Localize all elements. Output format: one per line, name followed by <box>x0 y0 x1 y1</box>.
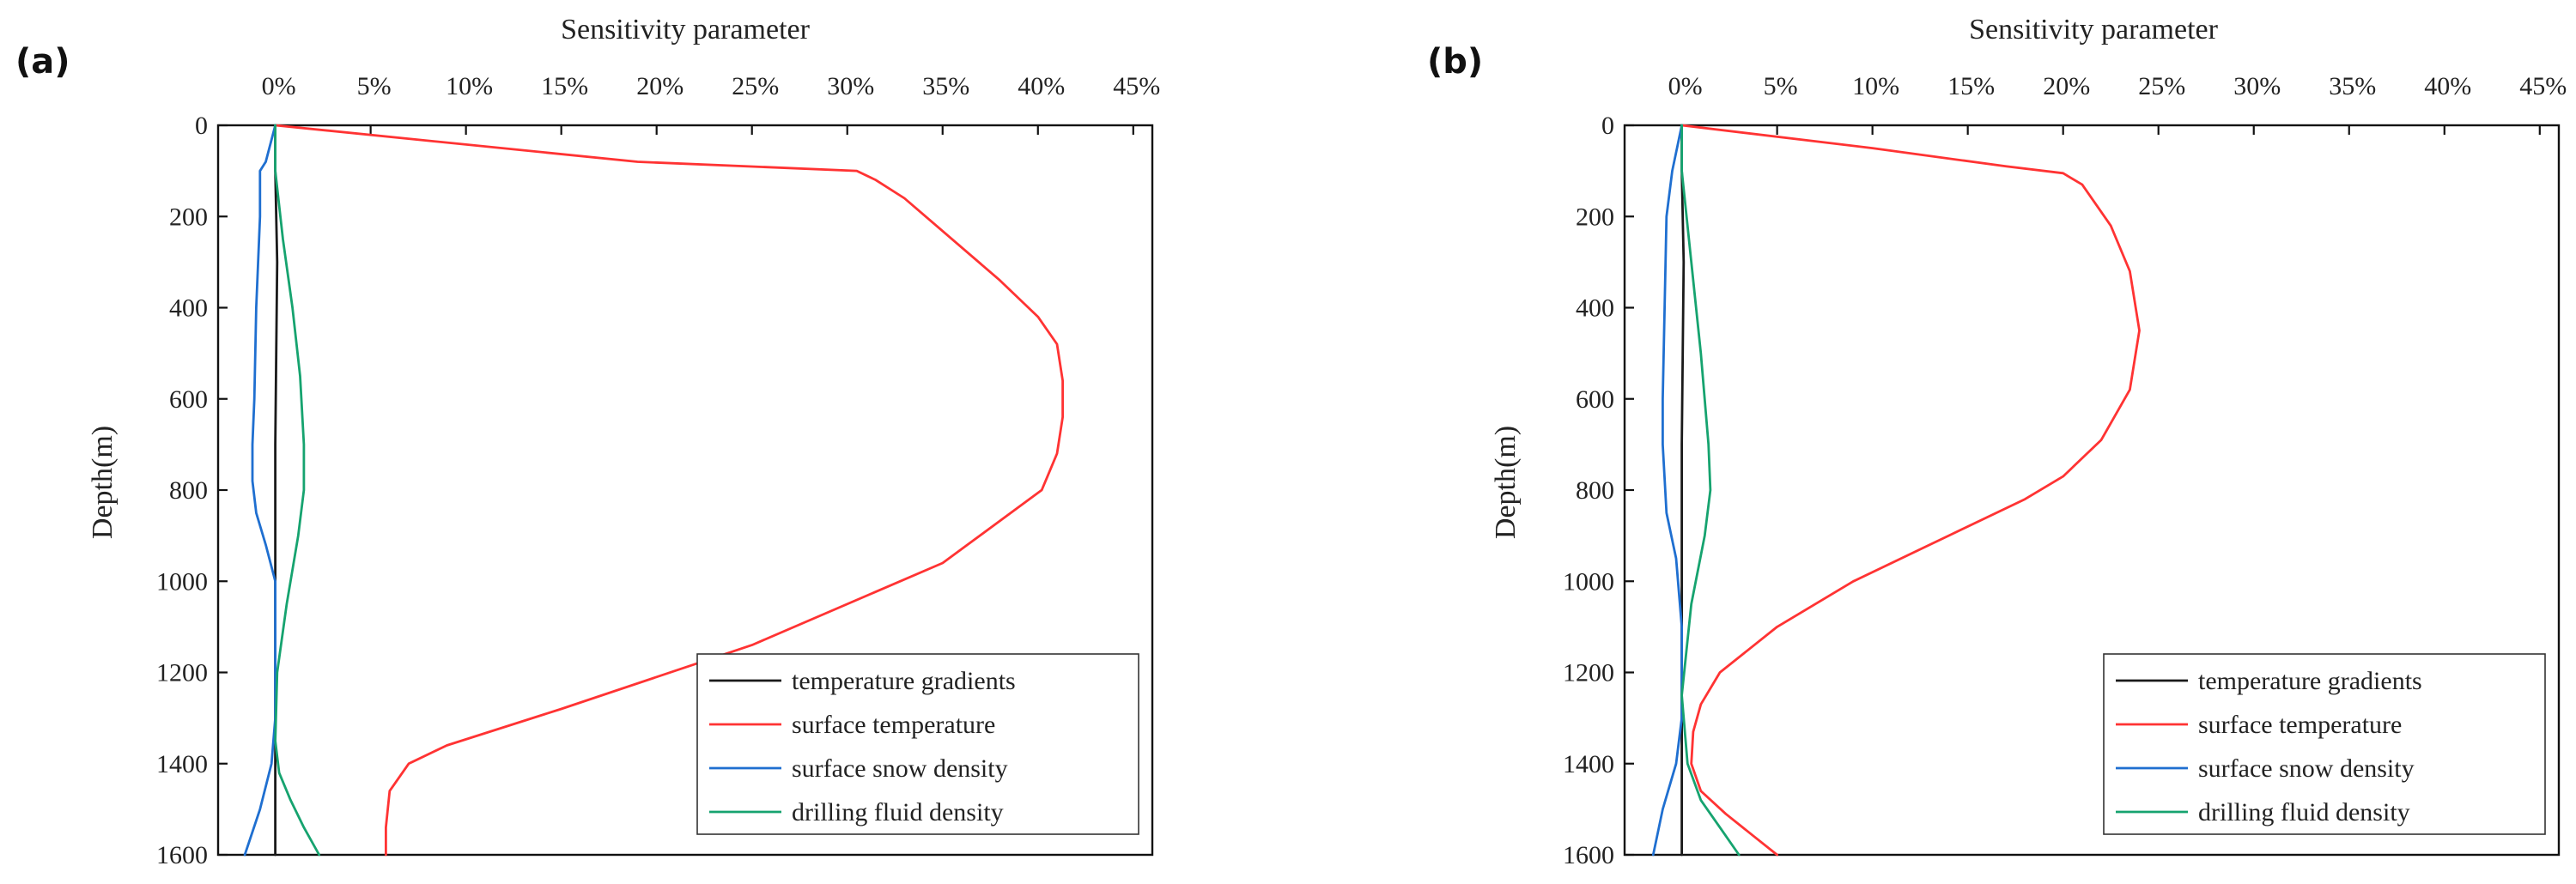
legend-label-drilling-fluid-density-a: drilling fluid density <box>792 798 1004 826</box>
x-tick-label-b: 25% <box>2138 72 2185 100</box>
x-axis-title-b: Sensitivity parameter <box>1969 14 2219 45</box>
series-line-surface-temperature-b <box>1680 124 2141 857</box>
y-ticks-a: 0 200 400 600 800 1000 1200 1400 1600 <box>156 112 228 869</box>
panel-label-a: (a) <box>15 42 70 82</box>
legend-label-temperature-gradients-b: temperature gradients <box>2198 667 2422 695</box>
x-tick-label-a: 0% <box>262 72 296 100</box>
x-tick-label-a: 5% <box>357 72 392 100</box>
y-tick-label-a: 1200 <box>156 659 208 687</box>
series-line-surface-temperature-a <box>274 124 1064 857</box>
x-tick-label-b: 15% <box>1947 72 1995 100</box>
x-tick-label-a: 40% <box>1018 72 1065 100</box>
x-tick-label-b: 30% <box>2233 72 2281 100</box>
y-tick-label-b: 400 <box>1576 294 1614 323</box>
legend-label-surface-temperature-a: surface temperature <box>792 711 995 739</box>
legend-label-temperature-gradients-a: temperature gradients <box>792 667 1016 695</box>
x-tick-label-a: 30% <box>827 72 874 100</box>
y-tick-label-b: 1200 <box>1563 659 1614 687</box>
x-tick-label-b: 20% <box>2043 72 2090 100</box>
y-tick-label-b: 1000 <box>1563 567 1614 596</box>
y-tick-label-a: 1600 <box>156 841 208 869</box>
series-line-drilling-fluid-density-a <box>274 124 321 857</box>
x-tick-label-a: 15% <box>541 72 588 100</box>
y-tick-label-a: 400 <box>169 294 208 323</box>
x-tick-label-b: 45% <box>2519 72 2567 100</box>
y-tick-label-b: 1600 <box>1563 841 1614 869</box>
y-tick-label-a: 1000 <box>156 567 208 596</box>
series-line-temperature-gradients-b <box>1680 124 1686 857</box>
legend-a: temperature gradients surface temperatur… <box>696 653 1139 835</box>
series-group-b <box>1651 124 2141 857</box>
legend-label-surface-snow-density-b: surface snow density <box>2198 754 2415 783</box>
legend-label-drilling-fluid-density-b: drilling fluid density <box>2198 798 2410 826</box>
legend-label-surface-temperature-b: surface temperature <box>2198 711 2402 739</box>
y-tick-label-a: 600 <box>169 385 208 414</box>
y-tick-label-b: 200 <box>1576 203 1614 231</box>
x-ticks-a: 0% 5% 10% 15% 20% 25% 30% 35% 40% 45% <box>262 72 1160 135</box>
series-line-surface-snow-density-b <box>1651 124 1683 857</box>
series-line-drilling-fluid-density-b <box>1680 124 1741 857</box>
y-ticks-b: 0 200 400 600 800 1000 1200 1400 1600 <box>1563 112 1634 869</box>
x-ticks-b: 0% 5% 10% 15% 20% 25% 30% 35% 40% 45% <box>1668 72 2567 135</box>
x-tick-label-b: 40% <box>2424 72 2471 100</box>
y-axis-title-a: Depth(m) <box>87 426 118 539</box>
x-tick-label-a: 45% <box>1113 72 1160 100</box>
x-tick-label-a: 35% <box>922 72 969 100</box>
x-tick-label-b: 5% <box>1764 72 1798 100</box>
panel-b: (b) Sensitivity parameter Depth(m) 0% 5% 1… <box>1427 14 2567 869</box>
series-group-a <box>243 124 1064 857</box>
y-tick-label-b: 600 <box>1576 385 1614 414</box>
legend-box-b <box>2103 653 2546 835</box>
x-tick-label-a: 25% <box>732 72 779 100</box>
legend-b: temperature gradients surface temperatur… <box>2103 653 2546 835</box>
y-axis-title-b: Depth(m) <box>1490 426 1522 539</box>
x-tick-label-b: 10% <box>1852 72 1899 100</box>
legend-label-surface-snow-density-a: surface snow density <box>792 754 1008 783</box>
y-tick-label-a: 200 <box>169 203 208 231</box>
panel-a: (a) Sensitivity parameter Depth(m) 0% 5% 1… <box>15 14 1160 869</box>
y-tick-label-a: 0 <box>195 112 208 140</box>
y-tick-label-b: 1400 <box>1563 750 1614 778</box>
y-tick-label-b: 0 <box>1601 112 1614 140</box>
y-tick-label-a: 800 <box>169 476 208 505</box>
x-tick-label-b: 0% <box>1668 72 1703 100</box>
x-tick-label-b: 35% <box>2329 72 2376 100</box>
series-line-surface-snow-density-a <box>243 124 277 857</box>
x-tick-label-a: 20% <box>636 72 683 100</box>
y-tick-label-a: 1400 <box>156 750 208 778</box>
x-tick-label-a: 10% <box>446 72 493 100</box>
y-tick-label-b: 800 <box>1576 476 1614 505</box>
panel-label-b: (b) <box>1427 42 1483 82</box>
legend-box-a <box>696 653 1139 835</box>
x-axis-title-a: Sensitivity parameter <box>561 14 811 45</box>
